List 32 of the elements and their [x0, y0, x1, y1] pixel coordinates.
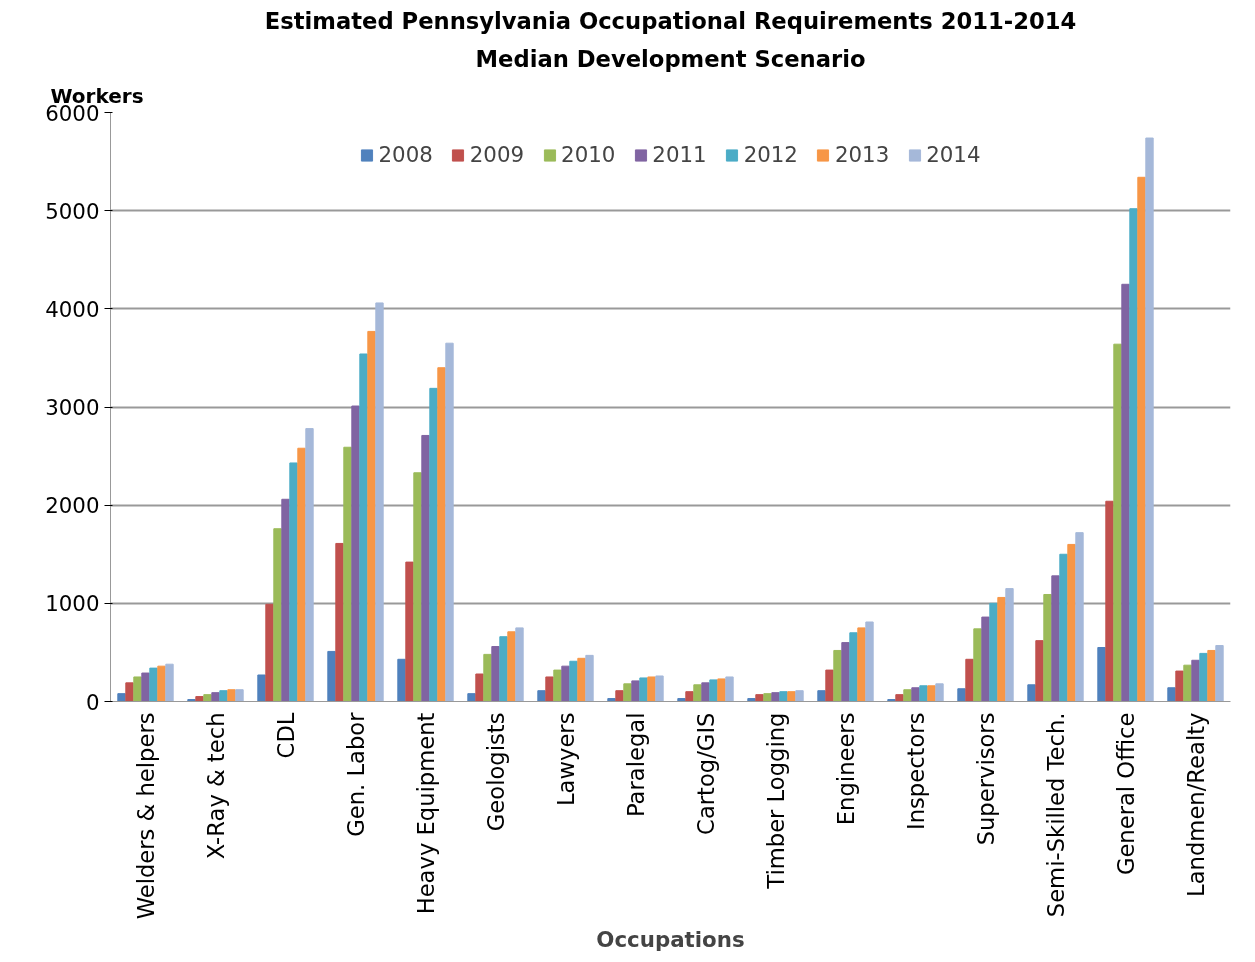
- legend-label: 2010: [561, 142, 616, 167]
- x-tick-label: Paralegal: [622, 712, 649, 818]
- x-tick-label: Landmen/Realty: [1182, 712, 1209, 897]
- x-axis-title: Occupations: [596, 927, 745, 953]
- legend-label: 2012: [743, 142, 798, 167]
- x-tick-label: Supervisors: [972, 712, 999, 846]
- y-tick-label: 5000: [45, 198, 100, 224]
- x-tick-label: Inspectors: [902, 712, 929, 830]
- x-tick-label: CDL: [272, 712, 299, 759]
- y-tick-label: 1000: [45, 591, 100, 617]
- chart-subtitle: Median Development Scenario: [475, 45, 866, 72]
- legend-label: 2008: [378, 142, 433, 167]
- legend-label: 2013: [834, 142, 890, 167]
- x-tick-label: Timber Logging: [762, 712, 789, 890]
- legend-label: 2011: [652, 142, 707, 167]
- y-tick-label: 3000: [45, 395, 100, 420]
- x-tick-label: General Office: [1112, 712, 1139, 876]
- y-tick-label: 4000: [45, 296, 100, 322]
- x-tick-label: Cartog/GIS: [692, 712, 719, 835]
- x-tick-label: Semi-Skilled Tech.: [1042, 712, 1069, 918]
- legend-label: 2009: [469, 142, 525, 167]
- x-tick-label: Welders & helpers: [132, 712, 159, 920]
- x-tick-label: X-Ray & tech: [202, 712, 229, 860]
- legend-label: 2014: [926, 142, 981, 167]
- y-tick-label: 2000: [45, 493, 100, 519]
- x-tick-label: Heavy Equipment: [412, 712, 439, 915]
- chart-title: Estimated Pennsylvania Occupational Requirements 2011-2014: [264, 7, 1077, 34]
- x-tick-label: Gen. Labor: [342, 711, 369, 837]
- y-tick-label: 0: [85, 689, 100, 715]
- x-tick-label: Lawyers: [552, 712, 579, 806]
- x-tick-label: Geologists: [482, 712, 509, 832]
- x-tick-label: Engineers: [832, 712, 859, 826]
